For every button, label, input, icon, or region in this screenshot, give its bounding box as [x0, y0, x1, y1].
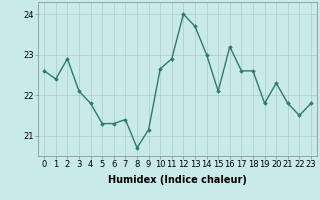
- X-axis label: Humidex (Indice chaleur): Humidex (Indice chaleur): [108, 175, 247, 185]
